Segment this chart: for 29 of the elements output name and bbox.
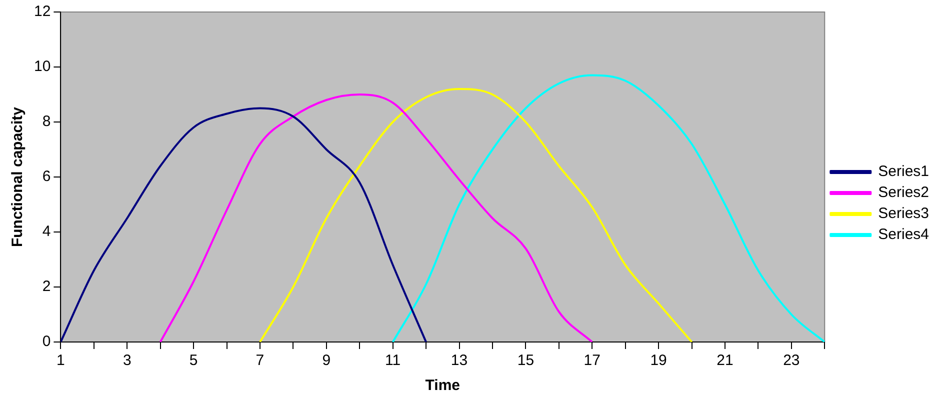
y-axis-title: Functional capacity <box>9 106 26 248</box>
x-tick-label: 7 <box>256 352 264 370</box>
x-tick-label: 17 <box>584 352 600 370</box>
legend-label: Series3 <box>878 205 929 222</box>
legend-label: Series4 <box>878 226 929 244</box>
x-tick-label: 5 <box>189 352 198 370</box>
legend-label: Series1 <box>878 163 929 180</box>
line-series <box>258 88 693 342</box>
y-tick-label: 2 <box>42 278 51 296</box>
line-series <box>392 74 825 342</box>
x-tick-label: 19 <box>650 352 667 370</box>
y-tick-label: 10 <box>34 58 51 76</box>
y-tick-label: 0 <box>42 333 51 350</box>
x-tick-label: 15 <box>517 352 534 370</box>
line-series <box>60 107 428 342</box>
x-tick-label: 23 <box>783 352 800 370</box>
x-tick-label: 21 <box>716 352 734 370</box>
x-tick-label: 9 <box>322 352 331 370</box>
x-tick-label: 11 <box>385 352 401 370</box>
y-tick-label: 6 <box>42 168 51 186</box>
x-axis-title: Time <box>425 377 460 394</box>
x-tick-label: 13 <box>450 352 468 370</box>
x-tick-label: 3 <box>122 352 132 370</box>
y-tick-label: 4 <box>42 223 51 240</box>
line-series <box>159 94 594 342</box>
legend-label: Series2 <box>878 184 929 202</box>
y-tick-label: 8 <box>42 113 51 130</box>
x-tick-label: 1 <box>56 352 65 370</box>
y-tick-label: 12 <box>34 3 51 20</box>
